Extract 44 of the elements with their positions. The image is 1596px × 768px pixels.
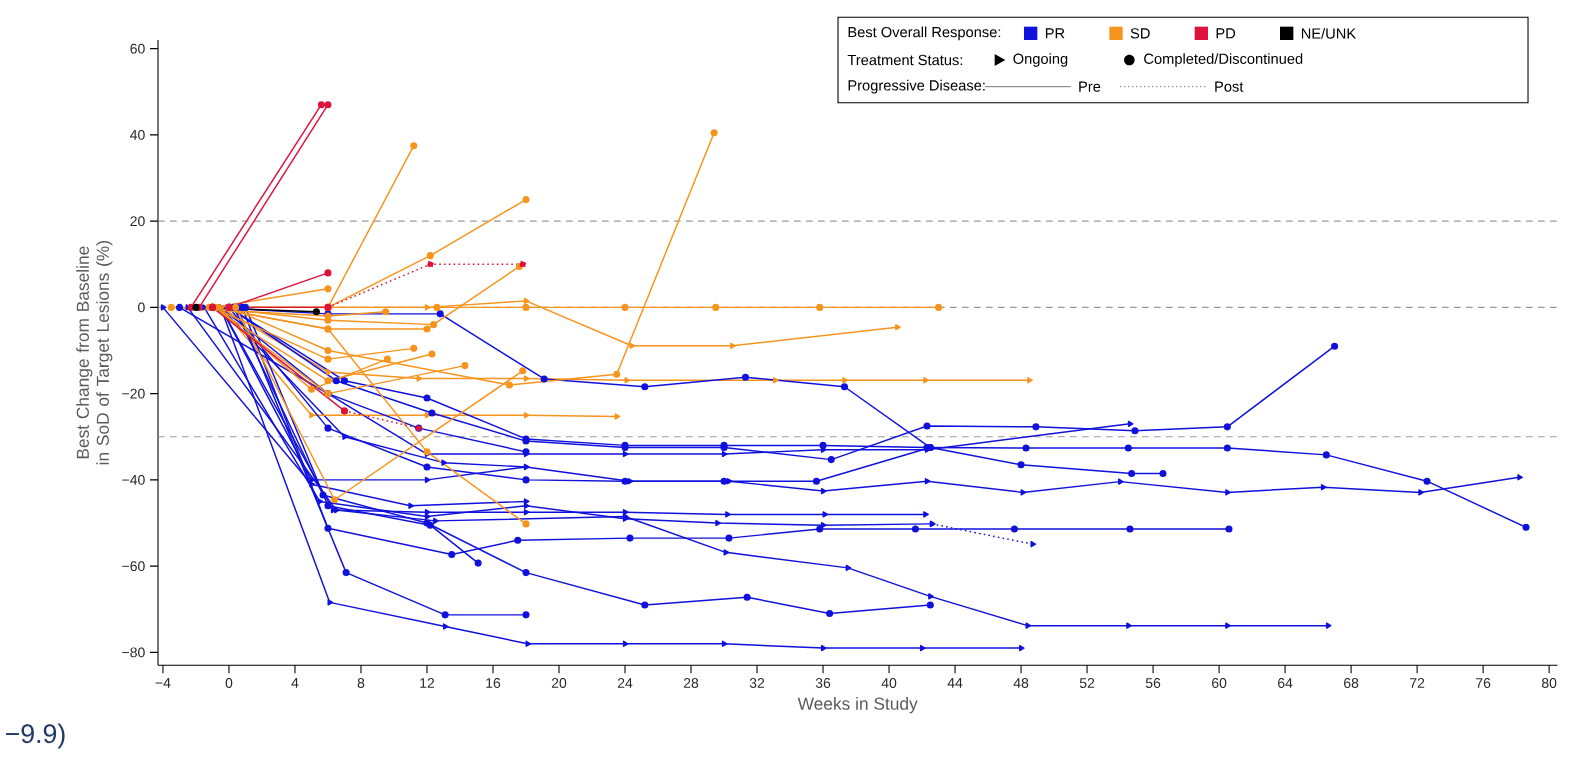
y-tick-label: −80 xyxy=(122,647,145,658)
legend-title: Best Overall Response: xyxy=(848,26,1001,41)
x-tick-label: 52 xyxy=(1079,678,1095,688)
x-tick-label: 64 xyxy=(1278,678,1293,688)
x-tick-label: 32 xyxy=(749,678,765,688)
y-axis-title: Best Change from Baseline in SoD of Target Lesions (%) xyxy=(76,241,113,465)
x-tick-label: 56 xyxy=(1145,678,1161,688)
legend-label: PD xyxy=(1216,28,1236,39)
text: −9.9) xyxy=(6,723,65,749)
x-tick-label: 76 xyxy=(1476,678,1491,688)
legend-label: PR xyxy=(1045,28,1065,39)
y-tick-label: −60 xyxy=(122,561,145,572)
x-tick-label: 80 xyxy=(1541,678,1557,688)
x-tick-label: 72 xyxy=(1410,678,1425,688)
annotation: Completed/Discontinued xyxy=(1144,53,1303,67)
annotation: Pre xyxy=(1079,81,1101,92)
x-tick-label: 36 xyxy=(815,678,831,688)
x-tick-label: 48 xyxy=(1013,678,1029,688)
y-tick-label: 40 xyxy=(130,129,145,140)
y-tick-label: 60 xyxy=(130,43,145,54)
legend-label: SD xyxy=(1130,28,1150,39)
annotation: Post xyxy=(1215,81,1244,92)
x-tick-label: 44 xyxy=(947,678,963,688)
x-axis-title: Weeks in Study xyxy=(797,697,918,714)
x-tick-label: 24 xyxy=(617,678,633,688)
y-tick-label: 20 xyxy=(130,216,145,227)
x-tick-label: 40 xyxy=(881,678,897,688)
annotation: Progressive Disease: xyxy=(848,79,985,94)
x-tick-label: 8 xyxy=(357,678,365,688)
x-tick-label: 0 xyxy=(225,678,233,688)
annotation: Treatment Status: xyxy=(847,54,963,66)
x-tick-label: 20 xyxy=(551,678,567,688)
x-tick-label: 16 xyxy=(486,678,501,688)
x-tick-label: 28 xyxy=(683,678,699,688)
y-tick-label: 0 xyxy=(138,302,145,313)
x-tick-label: 4 xyxy=(291,678,299,688)
y-tick-label: −40 xyxy=(122,474,145,485)
x-tick-label: 12 xyxy=(420,678,435,688)
x-tick-label: −4 xyxy=(155,678,171,688)
x-tick-label: 68 xyxy=(1344,678,1359,688)
y-tick-label: −20 xyxy=(122,388,145,399)
legend-label: NE/UNK xyxy=(1301,27,1356,39)
x-tick-label: 60 xyxy=(1212,678,1227,688)
annotation: Ongoing xyxy=(1013,53,1068,67)
